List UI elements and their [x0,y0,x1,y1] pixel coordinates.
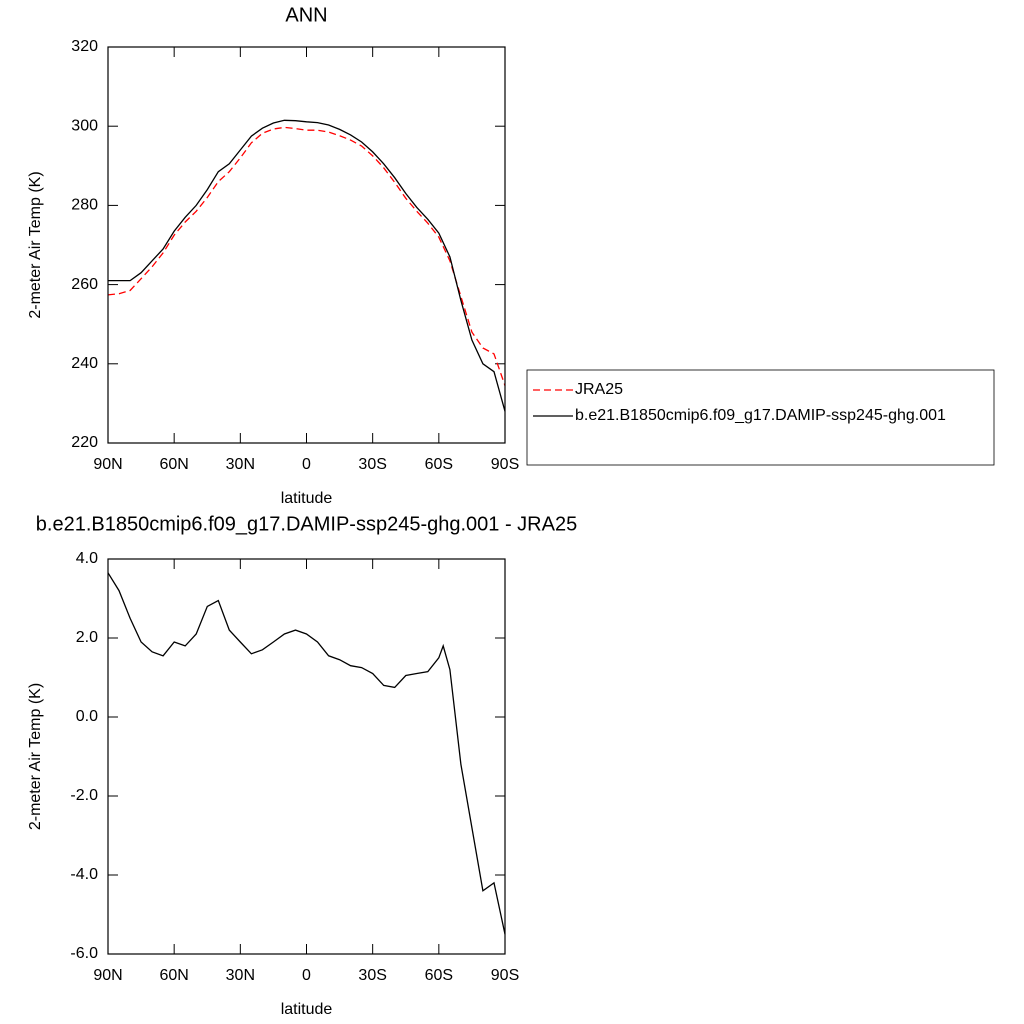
x-axis-label: latitude [281,1001,333,1018]
y-tick-label: -6.0 [70,945,98,962]
y-tick-label: 280 [71,197,98,214]
x-tick-label: 90S [491,456,519,473]
y-tick-label: 240 [71,355,98,372]
plot-frame [107,46,506,444]
y-tick-label: 300 [71,117,98,134]
y-tick-label: -4.0 [70,866,98,883]
y-tick-label: 320 [71,38,98,55]
x-tick-label: 60S [425,967,453,984]
y-tick-label: 2.0 [76,629,98,646]
x-tick-label: 30S [358,456,386,473]
x-tick-label: 90S [491,967,519,984]
x-tick-label: 0 [302,456,311,473]
data-line [107,572,506,935]
x-tick-label: 60S [425,456,453,473]
x-tick-label: 60N [159,967,188,984]
y-tick-label: 260 [71,276,98,293]
legend-box [526,369,995,466]
legend-label: JRA25 [575,381,623,398]
legend: JRA25 b.e21.B1850cmip6.f09_g17.DAMIP-ssp2… [526,369,995,466]
x-tick-label: 30S [358,967,386,984]
data-line [107,126,506,386]
x-axis-label: latitude [281,490,333,507]
legend-label: b.e21.B1850cmip6.f09_g17.DAMIP-ssp245-gh… [575,407,946,424]
y-axis-label: 2-meter Air Temp (K) [27,171,44,318]
y-tick-label: 0.0 [76,708,98,725]
x-tick-label: 90N [93,967,122,984]
x-tick-label: 30N [226,456,255,473]
chart-title: ANN [285,4,327,26]
x-tick-label: 90N [93,456,122,473]
plot-frame [107,558,506,955]
y-tick-label: 220 [71,434,98,451]
x-tick-label: 30N [226,967,255,984]
y-tick-label: 4.0 [76,550,98,567]
x-tick-label: 60N [159,456,188,473]
x-tick-label: 0 [302,967,311,984]
chart-title: b.e21.B1850cmip6.f09_g17.DAMIP-ssp245-gh… [36,513,577,535]
y-tick-label: -2.0 [70,787,98,804]
y-axis-label: 2-meter Air Temp (K) [27,683,44,830]
data-line [108,119,506,412]
